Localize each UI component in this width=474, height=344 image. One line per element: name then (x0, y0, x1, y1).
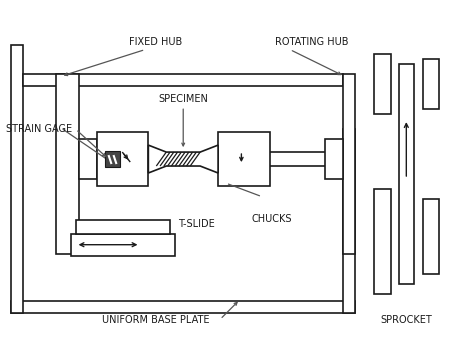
Bar (105, 151, 120, 167)
Bar (374, 189, 392, 293)
Bar (71, 234, 175, 256)
Text: FIXED HUB: FIXED HUB (129, 36, 182, 46)
Bar (399, 64, 414, 283)
Bar (374, 54, 392, 114)
Bar (56, 74, 79, 254)
Bar (423, 60, 439, 109)
Bar (23, 74, 343, 86)
Bar (76, 220, 170, 234)
Bar (218, 132, 270, 186)
Bar (423, 199, 439, 273)
Bar (11, 44, 23, 313)
Bar (97, 132, 148, 186)
Text: T-SLIDE: T-SLIDE (178, 219, 215, 229)
Text: STRAIN GAGE: STRAIN GAGE (6, 124, 72, 134)
Bar (325, 139, 343, 179)
Text: ROTATING HUB: ROTATING HUB (275, 36, 348, 46)
Bar (79, 139, 97, 179)
Text: SPROCKET: SPROCKET (381, 315, 432, 325)
Bar (343, 74, 355, 254)
Bar (11, 301, 355, 313)
Bar (343, 129, 355, 313)
Polygon shape (148, 145, 218, 173)
Text: SPECIMEN: SPECIMEN (158, 94, 208, 104)
Text: UNIFORM BASE PLATE: UNIFORM BASE PLATE (101, 315, 209, 325)
Text: CHUCKS: CHUCKS (252, 214, 292, 224)
